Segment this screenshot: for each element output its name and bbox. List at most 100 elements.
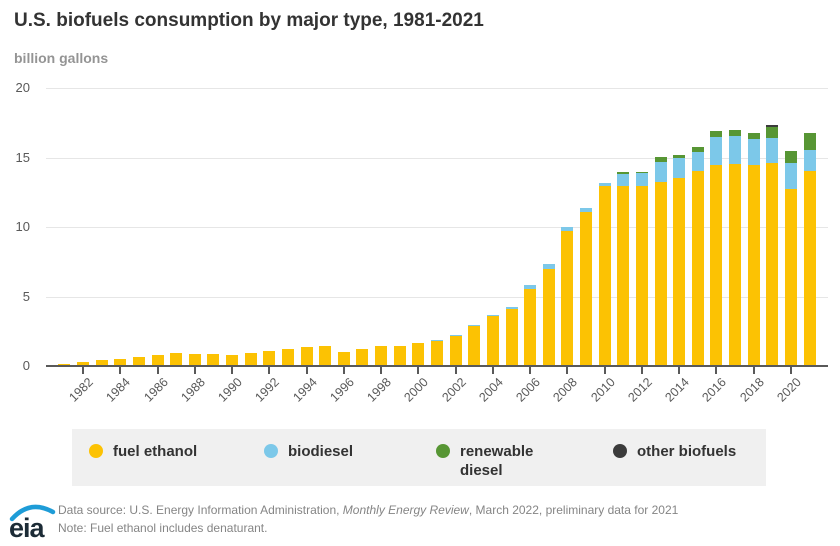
gridline (46, 227, 828, 228)
fuel-ethanol-bar-1993 (282, 349, 294, 365)
y-axis-tick-label: 0 (22, 358, 30, 373)
fuel-ethanol-bar-1984 (114, 359, 126, 365)
x-axis-tick-label: 2002 (439, 375, 469, 405)
biodiesel-bar-2018 (748, 139, 760, 165)
eia-logo-text: eia (9, 513, 46, 541)
x-axis-tick-label: 1984 (103, 375, 133, 405)
fuel-ethanol-bar-1994 (301, 347, 313, 365)
fuel-ethanol-bar-2016 (710, 165, 722, 365)
fuel-ethanol-bar-2019 (766, 163, 778, 365)
fuel-ethanol-bar-2002 (450, 336, 462, 365)
x-axis-tick-label: 2016 (699, 375, 729, 405)
gridline (46, 88, 828, 89)
x-axis-tick-label: 2018 (737, 375, 767, 405)
x-axis-tick-label: 1998 (364, 375, 394, 405)
x-axis-tick (566, 366, 568, 374)
fuel-ethanol-bar-1983 (96, 360, 108, 365)
fuel-ethanol-bar-2012 (636, 186, 648, 365)
renewable-diesel-bar-2016 (710, 131, 722, 137)
biodiesel-bar-2015 (692, 152, 704, 171)
y-axis-tick-label: 15 (15, 150, 30, 165)
biodiesel-bar-2006 (524, 285, 536, 289)
x-axis-tick-label: 2006 (513, 375, 543, 405)
x-axis-tick (715, 366, 717, 374)
x-axis-tick (641, 366, 643, 374)
biodiesel-bar-2013 (655, 162, 667, 182)
fuel-ethanol-bar-1985 (133, 357, 145, 365)
biodiesel-bar-2010 (599, 183, 611, 186)
x-axis-tick-label: 2020 (774, 375, 804, 405)
fuel-ethanol-bar-1995 (319, 346, 331, 365)
other-biofuels-swatch-icon (613, 444, 627, 458)
biodiesel-bar-2014 (673, 158, 685, 178)
legend-item-biodiesel: biodiesel (288, 443, 354, 460)
renewable-diesel-bar-2018 (748, 133, 760, 139)
fuel-ethanol-bar-1988 (189, 354, 201, 365)
x-axis-tick-label: 1982 (66, 375, 96, 405)
x-axis-tick (306, 366, 308, 374)
fuel-ethanol-bar-1997 (356, 349, 368, 365)
biodiesel-bar-2021 (804, 150, 816, 171)
biodiesel-bar-2001 (431, 340, 443, 341)
x-axis-tick-label: 2008 (550, 375, 580, 405)
gridline (46, 297, 828, 298)
fuel-ethanol-bar-1992 (263, 351, 275, 365)
x-axis-tick (343, 366, 345, 374)
renewable-diesel-bar-2017 (729, 130, 741, 136)
fuel-ethanol-bar-2008 (561, 231, 573, 365)
renewable-diesel-bar-2015 (692, 147, 704, 152)
biodiesel-bar-2005 (506, 307, 518, 309)
footer-source-publication: Monthly Energy Review (342, 503, 469, 517)
x-axis-tick-label: 2010 (588, 375, 618, 405)
fuel-ethanol-bar-2018 (748, 165, 760, 365)
renewable-diesel-bar-2011 (617, 172, 629, 174)
chart-title: U.S. biofuels consumption by major type,… (14, 10, 484, 31)
fuel-ethanol-bar-1998 (375, 346, 387, 365)
biodiesel-bar-2004 (487, 315, 499, 316)
fuel-ethanol-bar-1996 (338, 352, 350, 365)
y-axis-tick-label: 10 (15, 219, 30, 234)
x-axis-tick (455, 366, 457, 374)
footer-source: Data source: U.S. Energy Information Adm… (58, 503, 678, 517)
fuel-ethanol-bar-2004 (487, 316, 499, 365)
footer-source-prefix: Data source: U.S. Energy Information Adm… (58, 503, 343, 517)
biodiesel-bar-2008 (561, 227, 573, 231)
footer-source-suffix: , March 2022, preliminary data for 2021 (468, 503, 679, 517)
fuel-ethanol-bar-1999 (394, 346, 406, 365)
fuel-ethanol-bar-1990 (226, 355, 238, 365)
fuel-ethanol-bar-2006 (524, 289, 536, 365)
renewable-diesel-bar-2021 (804, 133, 816, 150)
x-axis-tick-label: 1986 (141, 375, 171, 405)
x-axis-tick (492, 366, 494, 374)
gridline (46, 158, 828, 159)
x-axis-tick-label: 1994 (290, 375, 320, 405)
x-axis-tick-label: 1990 (215, 375, 245, 405)
fuel-ethanol-bar-2003 (468, 326, 480, 365)
x-axis-tick-label: 2004 (476, 375, 506, 405)
footer-note: Note: Fuel ethanol includes denaturant. (58, 521, 268, 535)
renewable-diesel-bar-2020 (785, 151, 797, 163)
y-axis-tick-label: 20 (15, 80, 30, 95)
fuel-ethanol-bar-2015 (692, 171, 704, 365)
renewable-diesel-bar-2014 (673, 155, 685, 158)
x-axis-tick (529, 366, 531, 374)
fuel-ethanol-bar-2001 (431, 341, 443, 365)
renewable-diesel-bar-2019 (766, 127, 778, 138)
biodiesel-bar-2011 (617, 174, 629, 186)
x-axis-tick-label: 2000 (401, 375, 431, 405)
fuel-ethanol-swatch-icon (89, 444, 103, 458)
fuel-ethanol-bar-2005 (506, 309, 518, 365)
fuel-ethanol-bar-1982 (77, 362, 89, 365)
x-axis-tick (231, 366, 233, 374)
legend-item-other-biofuels: other biofuels (637, 443, 737, 460)
eia-logo: eia (9, 504, 56, 541)
x-axis-tick (380, 366, 382, 374)
biodiesel-bar-2007 (543, 264, 555, 269)
legend: fuel ethanol biodiesel renewable diesel … (72, 429, 766, 486)
renewable-diesel-bar-2012 (636, 172, 648, 173)
x-axis-tick (753, 366, 755, 374)
x-axis-tick (604, 366, 606, 374)
fuel-ethanol-bar-1991 (245, 353, 257, 365)
fuel-ethanol-bar-2021 (804, 171, 816, 365)
x-axis-tick (417, 366, 419, 374)
